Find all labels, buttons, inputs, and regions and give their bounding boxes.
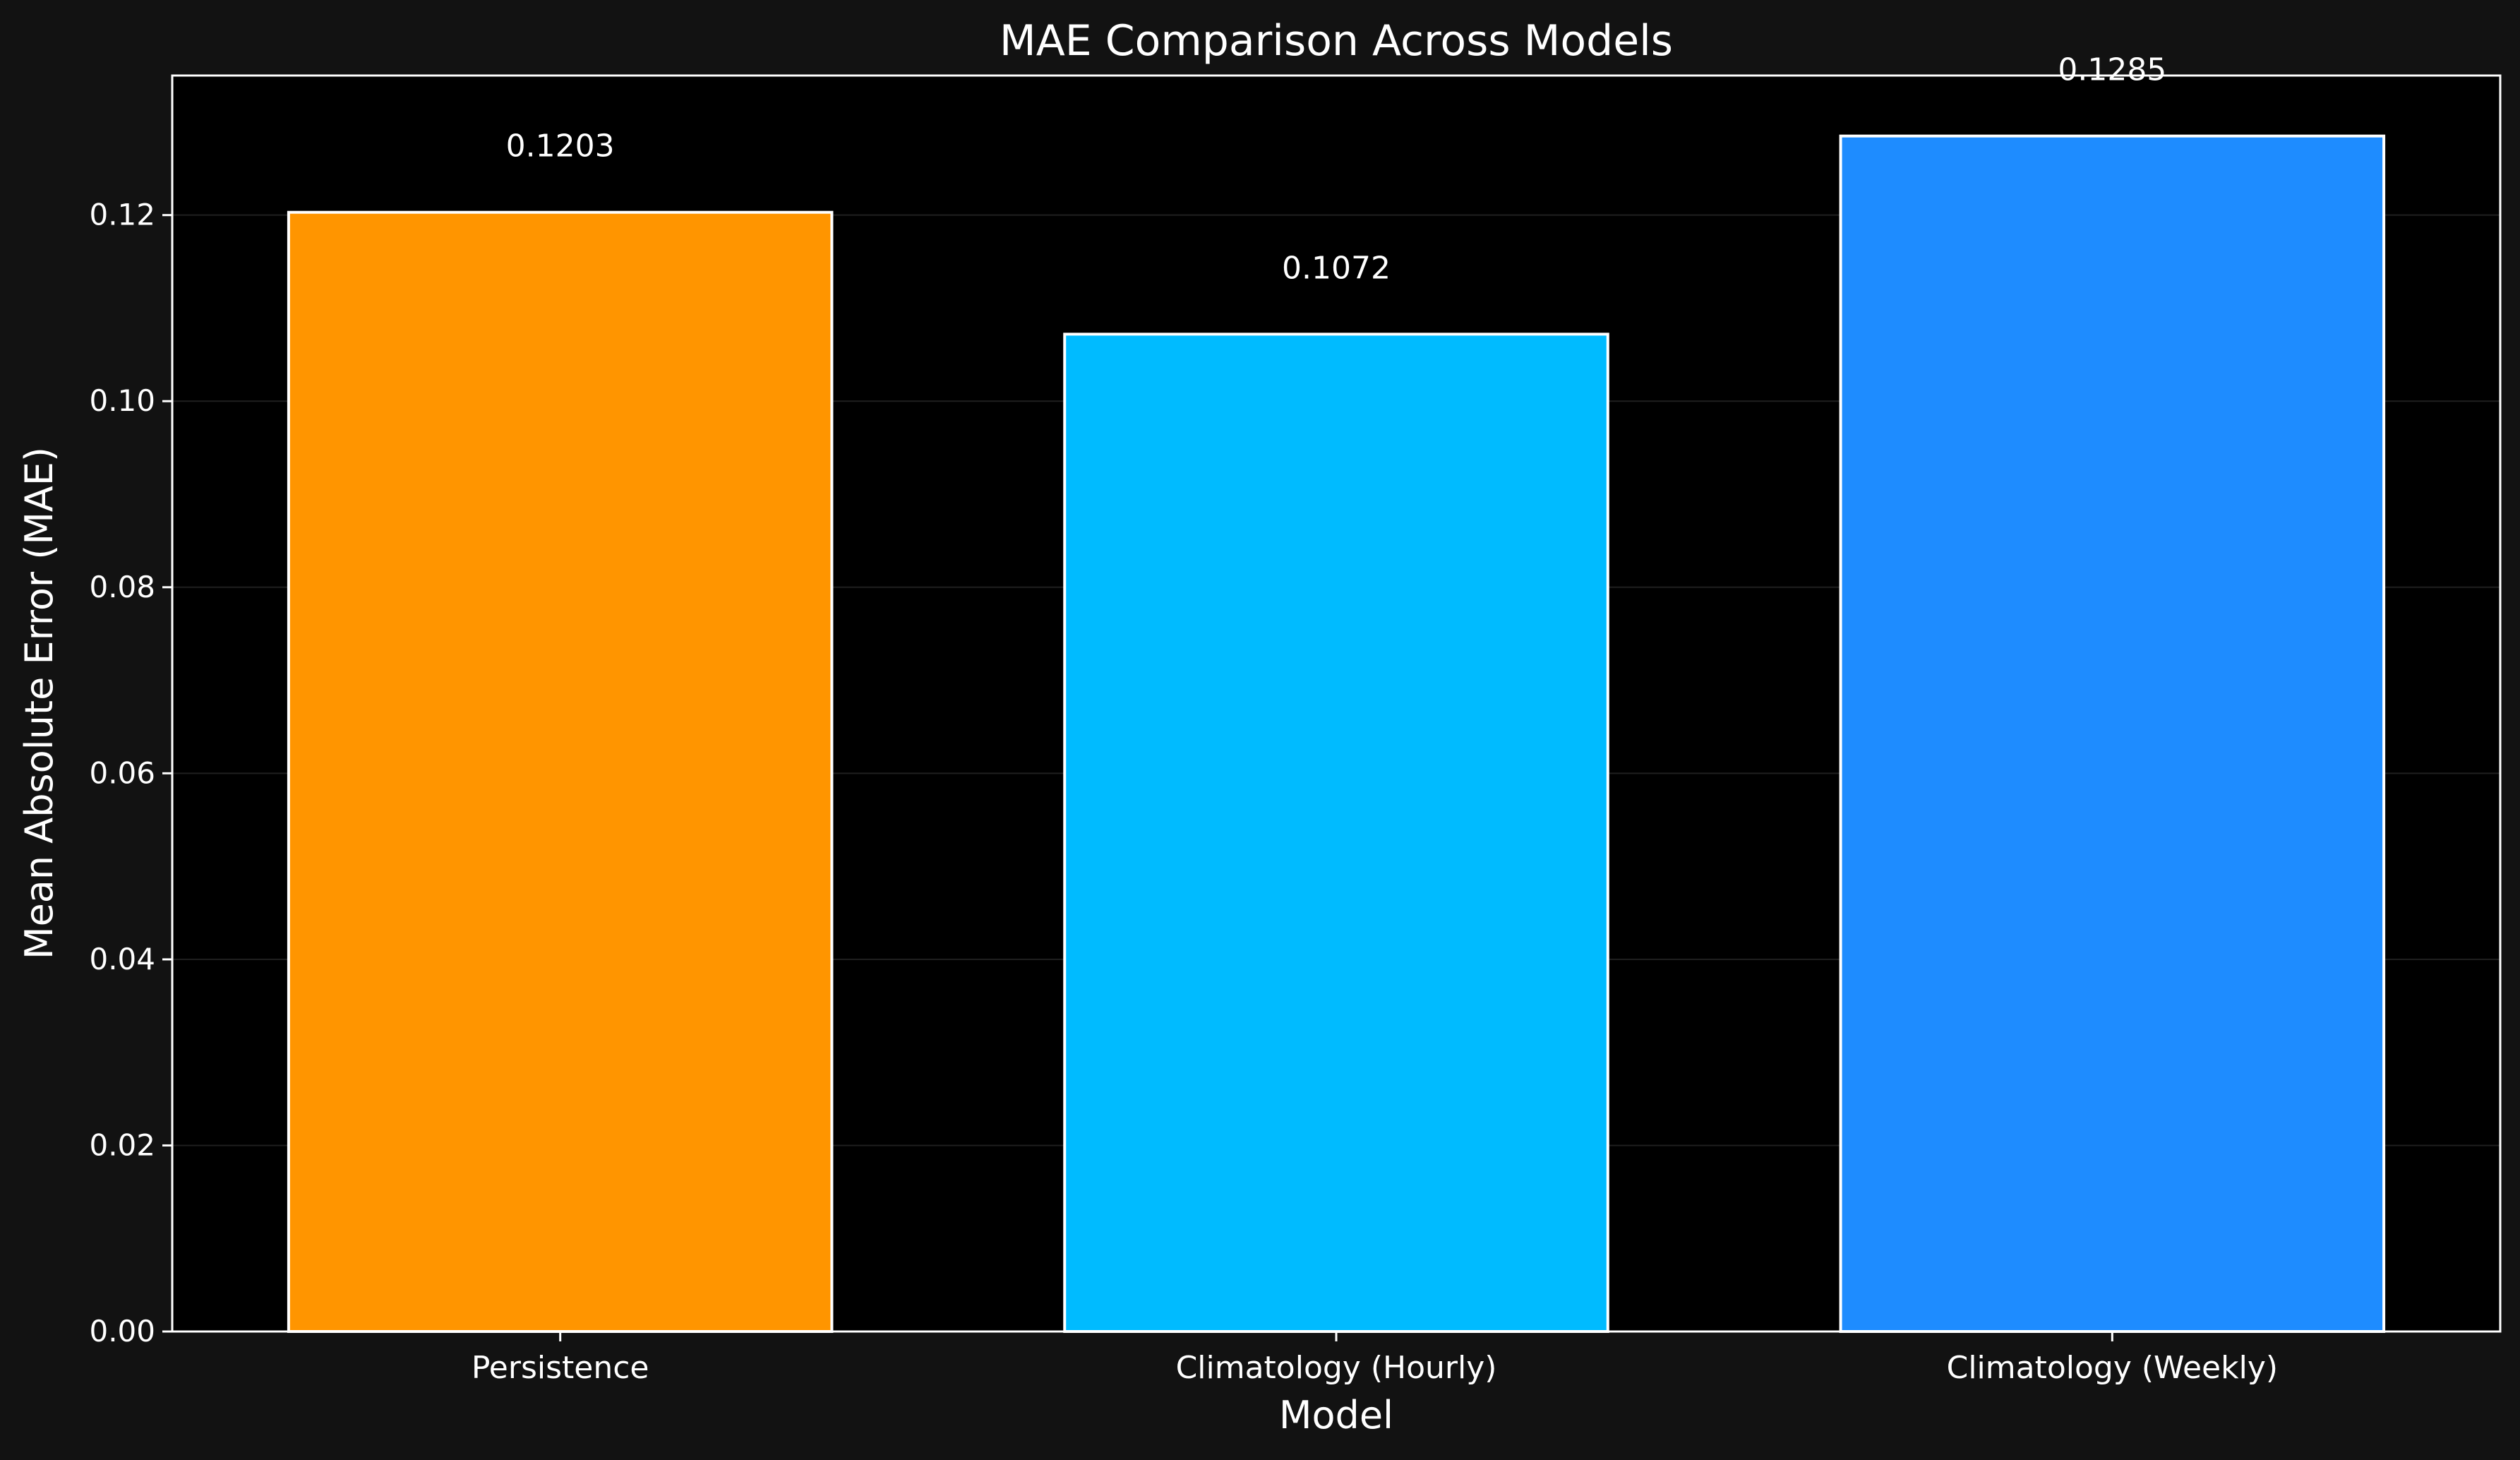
y-axis-ticks: 0.00 0.02 0.04 0.06 0.08 0.10 0.12 [89,198,172,1348]
x-axis-label: Model [1279,1393,1393,1437]
y-tick-label: 0.02 [89,1127,155,1162]
y-tick-label: 0.04 [89,942,155,976]
y-tick-label: 0.08 [89,570,155,604]
chart-title: MAE Comparison Across Models [1000,16,1673,66]
y-tick-label: 0.06 [89,755,155,790]
bar [287,210,834,1333]
y-tick-label: 0.00 [89,1314,155,1348]
value-labels: 0.1203 0.1072 0.1285 [506,52,2167,287]
bar-value-label: 0.1203 [506,128,615,164]
bars [287,134,2386,1334]
x-axis-ticks: Persistence Climatology (Hourly) Climatolo… [472,1332,2278,1386]
y-axis-label: Mean Absolute Error (MAE) [17,447,61,959]
y-tick-label: 0.10 [89,383,155,418]
bar-value-label: 0.1072 [1282,250,1391,286]
bar-value-label: 0.1285 [2058,52,2166,88]
x-tick-label: Climatology (Weekly) [1947,1350,2278,1386]
bar [1839,134,2386,1334]
y-tick-label: 0.12 [89,198,155,232]
x-tick-label: Climatology (Hourly) [1176,1350,1497,1386]
x-tick-label: Persistence [472,1350,649,1386]
bar [1063,333,1609,1334]
